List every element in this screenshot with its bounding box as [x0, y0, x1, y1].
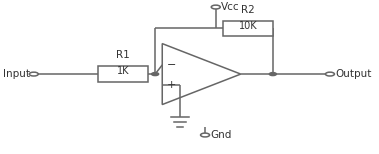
Circle shape	[152, 73, 159, 76]
Text: −: −	[166, 60, 176, 70]
Text: Gnd: Gnd	[210, 130, 232, 140]
Circle shape	[269, 73, 276, 76]
Text: Vcc: Vcc	[221, 2, 240, 12]
Text: +: +	[166, 80, 176, 90]
Text: 10K: 10K	[238, 21, 257, 31]
Bar	[98, 67, 148, 82]
Text: 1K: 1K	[117, 67, 129, 77]
Text: Output: Output	[335, 69, 372, 79]
Text: R1: R1	[116, 50, 130, 60]
Text: R2: R2	[241, 5, 255, 15]
Text: Input: Input	[3, 69, 30, 79]
Bar	[223, 21, 273, 36]
